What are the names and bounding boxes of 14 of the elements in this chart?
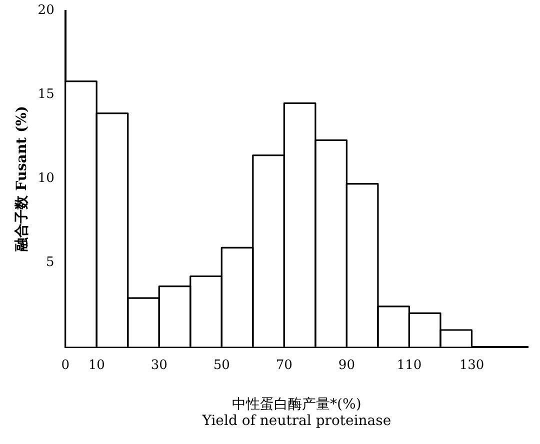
x-tick-label: 90	[338, 358, 355, 373]
x-tick-label: 110	[396, 358, 422, 373]
x-tick-label: 70	[276, 358, 292, 373]
x-tick-label: 0	[61, 358, 70, 373]
y-tick-label: 15	[38, 87, 54, 102]
x-tick-label: 130	[459, 358, 484, 373]
x-tick-label: 30	[150, 358, 168, 373]
x-axis-title: 中性蛋白酶产量*(%) Yield of neutral proteinase	[201, 396, 392, 430]
y-tick-label: 10	[38, 171, 54, 186]
y-axis-title: 融合子数 Fusant (%)	[14, 106, 30, 252]
y-tick-label: 5	[46, 255, 54, 270]
x-tick-label: 50	[213, 358, 230, 373]
y-tick-label: 20	[38, 3, 54, 18]
x-tick-label: 10	[88, 358, 105, 373]
